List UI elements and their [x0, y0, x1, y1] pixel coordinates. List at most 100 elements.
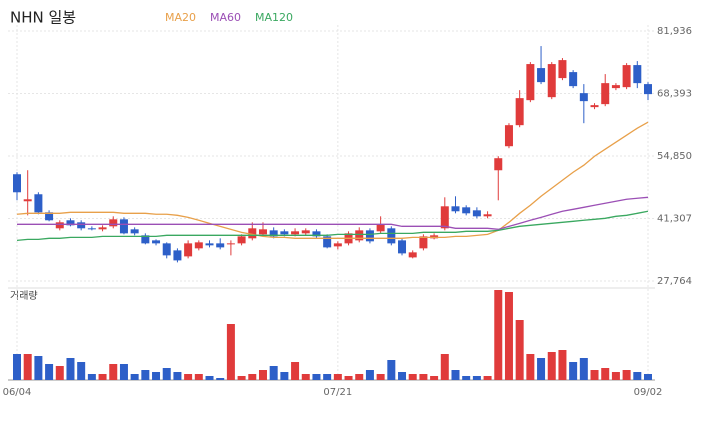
volume-bar — [226, 324, 235, 380]
candle-body — [312, 231, 321, 237]
volume-bar — [579, 358, 588, 380]
candle-body — [451, 206, 460, 212]
candle-body — [323, 236, 332, 248]
candle-body — [494, 158, 503, 171]
candle-body — [237, 236, 246, 244]
volume-bar — [387, 360, 396, 380]
volume-bar — [34, 356, 43, 380]
candle-body — [248, 228, 257, 239]
candle-body — [55, 222, 64, 229]
volume-bar — [291, 362, 300, 380]
candle-body — [109, 219, 118, 227]
candle-body — [141, 235, 150, 244]
y-tick-label: 81,936 — [657, 26, 692, 37]
volume-bar — [344, 376, 353, 380]
volume-bar — [162, 368, 171, 380]
y-tick-label: 54,850 — [657, 151, 692, 162]
volume-bar — [312, 374, 321, 380]
volume-bar — [45, 364, 54, 380]
volume-bar — [258, 370, 267, 380]
volume-bar — [141, 370, 150, 380]
candle-body — [173, 250, 182, 261]
candle-body — [537, 68, 546, 83]
volume-bar — [194, 374, 203, 380]
volume-bar — [611, 372, 620, 380]
candle-body — [526, 64, 535, 101]
volume-bar — [152, 372, 161, 380]
volume-bar — [55, 366, 64, 380]
candle-body — [301, 230, 310, 234]
volume-bar — [547, 352, 556, 380]
volume-bar — [365, 370, 374, 380]
volume-bar — [622, 370, 631, 380]
candle-body — [280, 231, 289, 235]
legend-entry: MA20 — [165, 11, 196, 24]
volume-bar — [526, 354, 535, 380]
volume-bar — [119, 364, 128, 380]
volume-bar — [451, 370, 460, 380]
candle-body — [13, 174, 21, 193]
volume-bar — [644, 374, 652, 380]
volume-bar — [13, 354, 21, 380]
volume-bar — [633, 372, 642, 380]
candle-body — [258, 229, 267, 235]
candle-body — [291, 231, 300, 235]
candle-body — [472, 210, 481, 217]
volume-bar — [430, 376, 439, 380]
volume-bar — [515, 320, 524, 380]
candle-body — [408, 252, 417, 258]
candle-body — [23, 199, 32, 202]
volume-bar — [66, 358, 75, 380]
candle-body — [644, 84, 652, 95]
volume-bar — [184, 374, 193, 380]
candle-body — [45, 212, 54, 221]
candle-body — [226, 243, 235, 245]
candle-body — [387, 228, 396, 244]
volume-bar — [419, 374, 428, 380]
legend-entry: MA60 — [210, 11, 241, 24]
candle-body — [462, 207, 471, 214]
volume-bar — [216, 378, 225, 380]
volume-bar — [504, 292, 513, 380]
volume-bar — [355, 374, 364, 380]
candle-body — [504, 125, 513, 147]
candle-body — [590, 105, 599, 108]
legend-entry: MA120 — [255, 11, 293, 24]
candle-body — [77, 222, 86, 229]
candle-body — [633, 65, 642, 84]
candle-body — [269, 230, 278, 237]
ma-line — [16, 121, 649, 239]
candle-body — [87, 228, 96, 230]
chart-title: NHN 일봉 — [10, 9, 76, 27]
volume-bar — [323, 374, 332, 380]
candle-body — [119, 219, 128, 234]
volume-label: 거래량 — [10, 290, 38, 302]
volume-bar — [109, 364, 118, 380]
candle-body — [162, 243, 171, 256]
volume-bar — [173, 372, 182, 380]
volume-bar — [376, 374, 385, 380]
volume-bar — [237, 376, 246, 380]
volume-bar — [87, 374, 96, 380]
candle-body — [34, 194, 43, 213]
candle-body — [440, 206, 449, 229]
candle-body — [98, 227, 107, 230]
candle-body — [205, 243, 214, 246]
candle-body — [398, 240, 407, 254]
candle-body — [611, 85, 620, 89]
volume-bar — [558, 350, 567, 380]
volume-bar — [248, 374, 257, 380]
candle-body — [558, 60, 567, 79]
volume-bar — [494, 290, 503, 380]
volume-bar — [77, 362, 86, 380]
volume-bar — [333, 374, 342, 380]
candle-body — [66, 220, 75, 226]
candle-body — [483, 214, 492, 217]
candle-body — [152, 240, 161, 244]
volume-bar — [130, 374, 139, 380]
candle-body — [365, 230, 374, 242]
volume-bar — [590, 370, 599, 380]
candle-body — [194, 242, 203, 249]
candle-body — [376, 224, 385, 232]
